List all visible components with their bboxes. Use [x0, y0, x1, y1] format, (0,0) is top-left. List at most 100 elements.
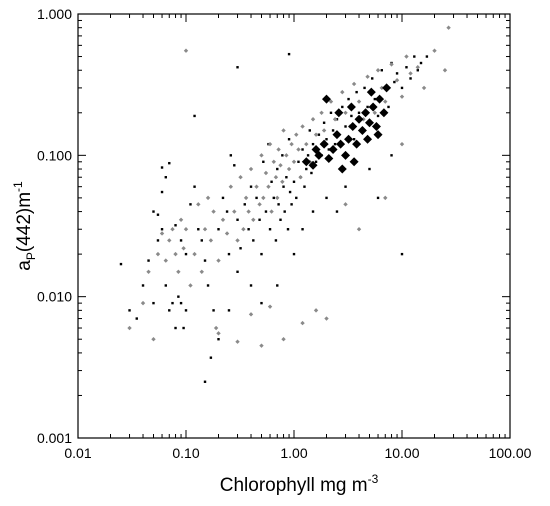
data-point	[333, 142, 337, 146]
data-point	[217, 338, 220, 341]
data-point	[432, 48, 437, 53]
data-point	[357, 125, 367, 135]
data-point	[248, 166, 254, 172]
data-point	[160, 190, 164, 194]
data-point	[421, 85, 427, 91]
data-point	[260, 252, 263, 256]
data-point	[272, 196, 275, 200]
data-point	[292, 252, 296, 256]
data-point	[276, 167, 279, 171]
data-point	[179, 301, 183, 305]
data-point	[178, 217, 184, 222]
data-point	[171, 301, 174, 305]
data-point	[128, 309, 131, 312]
data-point	[203, 380, 207, 383]
data-point	[168, 161, 171, 165]
tick-labels: 0.01 0.10 1.00 10.00 100.00 0.001 0.010 0.100 1.…	[37, 6, 532, 461]
data-point	[375, 68, 381, 73]
data-point	[227, 252, 231, 256]
data-point	[184, 309, 188, 312]
data-point	[408, 71, 413, 76]
data-point	[258, 218, 261, 221]
data-point	[249, 185, 253, 188]
data-point	[296, 147, 301, 152]
data-point	[347, 97, 350, 101]
data-point	[192, 251, 197, 257]
data-point	[164, 176, 167, 179]
data-point	[336, 139, 346, 149]
data-point	[243, 203, 246, 206]
data-point	[221, 196, 225, 200]
data-point	[301, 148, 304, 151]
data-point	[163, 258, 168, 263]
data-point	[344, 185, 347, 188]
data-point	[263, 170, 269, 176]
data-point	[415, 65, 420, 70]
data-point	[328, 99, 334, 104]
data-point	[372, 110, 378, 115]
data-point	[174, 326, 177, 330]
data-point	[409, 77, 412, 80]
data-point	[236, 66, 239, 69]
plot-frame	[77, 13, 511, 439]
data-point	[304, 141, 309, 147]
data-point	[301, 228, 304, 231]
data-point	[297, 160, 300, 164]
data-point	[151, 337, 156, 342]
data-point	[247, 228, 250, 231]
data-point	[286, 228, 290, 231]
data-point	[197, 228, 200, 231]
x-tick-label: 1.00	[280, 445, 307, 461]
data-point	[179, 239, 183, 242]
data-point	[183, 48, 189, 53]
data-point	[300, 124, 305, 129]
data-point	[271, 159, 276, 165]
data-point	[344, 125, 347, 128]
data-point	[292, 180, 296, 183]
data-point	[261, 195, 266, 201]
data-point	[228, 184, 234, 189]
data-point	[371, 121, 381, 131]
data-point	[176, 269, 181, 274]
data-point	[269, 209, 274, 214]
data-point	[400, 86, 404, 90]
data-point	[248, 312, 254, 317]
x-tick-label: 0.10	[172, 445, 199, 461]
data-point	[281, 337, 286, 342]
data-point	[344, 134, 354, 144]
data-point	[213, 325, 219, 331]
data-point	[182, 326, 185, 330]
data-point	[249, 284, 253, 287]
data-point	[287, 138, 291, 141]
data-point	[217, 228, 220, 231]
data-point	[255, 196, 258, 200]
data-point	[205, 195, 211, 201]
data-point	[314, 160, 318, 164]
data-point	[400, 252, 404, 256]
data-point	[376, 196, 380, 200]
data-point	[156, 213, 160, 216]
data-point	[262, 160, 265, 164]
data-point	[241, 227, 246, 232]
data-point	[155, 251, 161, 257]
x-tick-label: 0.01	[64, 445, 91, 461]
data-point	[366, 105, 369, 109]
data-point	[317, 133, 321, 136]
x-tick-label: 10.00	[384, 445, 419, 461]
data-point	[413, 55, 416, 58]
data-point	[383, 99, 388, 104]
data-point	[286, 166, 292, 172]
data-point	[341, 105, 344, 109]
data-point	[376, 114, 380, 118]
data-point	[363, 134, 373, 144]
data-point	[303, 185, 306, 188]
data-point	[379, 85, 384, 91]
data-point	[419, 61, 423, 65]
data-point	[341, 150, 351, 160]
data-point	[270, 180, 273, 183]
data-point	[220, 217, 226, 222]
data-point	[356, 99, 362, 104]
y-tick-label: 1.000	[37, 6, 72, 22]
